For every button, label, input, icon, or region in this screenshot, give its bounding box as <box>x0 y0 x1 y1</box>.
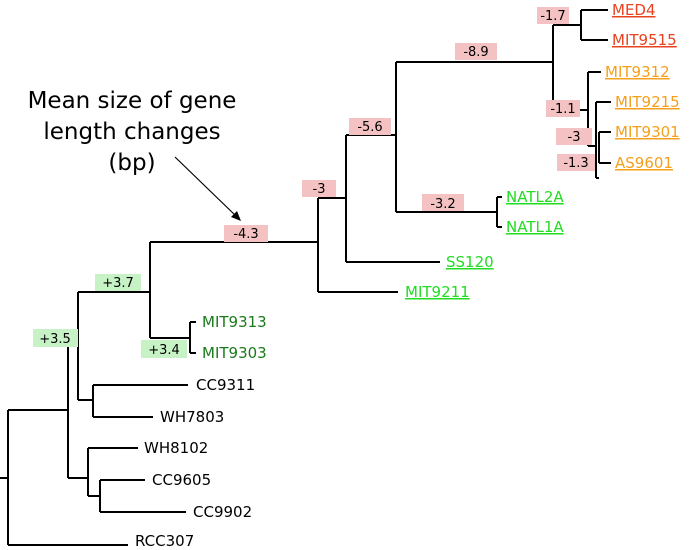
badge-bg <box>455 43 497 60</box>
badge-bg <box>95 274 141 291</box>
callout-arrow-line <box>174 156 237 217</box>
callout-line-3: (bp) <box>108 150 155 176</box>
badge-bg <box>224 225 268 242</box>
leaf-as9601: AS9601 <box>615 154 673 172</box>
leaf-labels: MED4 MIT9515 MIT9312 MIT9215 MIT9301 AS9… <box>135 1 680 550</box>
callout-arrow-head <box>231 211 241 221</box>
leaf-natl2a: NATL2A <box>506 188 564 206</box>
badge-hl2: -1.1 <box>550 102 575 117</box>
leaf-mit9215: MIT9215 <box>615 93 680 111</box>
leaf-cc9311: CC9311 <box>196 376 255 394</box>
leaf-rcc307: RCC307 <box>135 532 194 550</box>
callout-line-2: length changes <box>43 119 220 145</box>
callout: Mean size of gene length changes (bp) <box>28 88 241 221</box>
leaf-med4: MED4 <box>612 1 656 19</box>
badge-root: +3.5 <box>39 332 71 347</box>
badge-9303: +3.4 <box>148 343 180 358</box>
leaf-mit9312: MIT9312 <box>605 63 670 81</box>
leaf-mit9211: MIT9211 <box>405 283 470 301</box>
leaf-wh8102: WH8102 <box>144 439 208 457</box>
badge-pro: -5.6 <box>357 120 382 135</box>
leaf-ss120: SS120 <box>446 253 494 271</box>
badge-bg <box>422 194 464 211</box>
badge-bg <box>556 128 592 145</box>
badge-bg <box>33 329 78 347</box>
badge-natl: -3.2 <box>430 197 455 212</box>
leaf-mit9301: MIT9301 <box>615 123 680 141</box>
badge-bg <box>141 340 187 358</box>
badge-as9601: -1.3 <box>563 156 588 171</box>
tree-branches <box>0 9 611 546</box>
badge-syn: +3.7 <box>102 276 134 291</box>
badge-9301: -3 <box>568 130 581 145</box>
leaf-natl1a: NATL1A <box>506 218 564 236</box>
badge-main: -4.3 <box>233 227 258 242</box>
leaf-cc9605: CC9605 <box>152 471 211 489</box>
callout-line-1: Mean size of gene <box>28 88 237 114</box>
leaf-cc9902: CC9902 <box>193 503 252 521</box>
leaf-wh7803: WH7803 <box>160 408 224 426</box>
badge-bg <box>557 154 595 171</box>
badge-bg <box>537 7 569 24</box>
leaf-mit9313: MIT9313 <box>202 313 267 331</box>
badge-bg <box>302 180 336 197</box>
badge-med4: -1.7 <box>540 9 565 24</box>
badge-ll: -3 <box>313 182 326 197</box>
badge-hl: -8.9 <box>463 45 488 60</box>
leaf-mit9303: MIT9303 <box>202 344 267 362</box>
change-badges: -1.7 -8.9 -1.1 -3 -1.3 -5.6 -3.2 -3 -4.3… <box>33 7 595 358</box>
leaf-mit9515: MIT9515 <box>612 31 677 49</box>
badge-bg <box>349 118 391 135</box>
badge-bg <box>546 100 580 117</box>
